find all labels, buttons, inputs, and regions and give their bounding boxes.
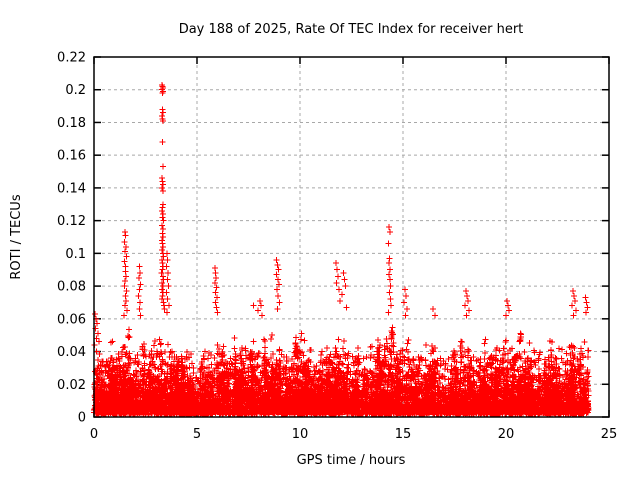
y-tick-label: 0.08 [57, 280, 86, 295]
y-tick-label: 0 [78, 411, 86, 426]
y-tick-label: 0.06 [57, 312, 86, 327]
data-points [91, 82, 592, 418]
y-tick-label: 0.1 [65, 247, 86, 262]
x-axis-label: GPS time / hours [297, 453, 406, 468]
y-axis-label: ROTI / TECUs [9, 194, 24, 279]
y-tick-label: 0.2 [65, 83, 86, 98]
x-tick-label: 5 [193, 427, 201, 442]
y-tick-label: 0.22 [57, 51, 86, 66]
x-tick-label: 0 [90, 427, 98, 442]
y-tick-label: 0.16 [57, 149, 86, 164]
plot-border [93, 56, 610, 418]
tick-labels: 0 0.02 0.04 0.06 0.08 0.1 0.12 0.14 0.16 0.18 0.2 0… [57, 51, 617, 443]
x-tick-label: 25 [601, 427, 618, 442]
x-tick-label: 15 [395, 427, 412, 442]
y-tick-label: 0.02 [57, 378, 86, 393]
x-tick-label: 20 [498, 427, 515, 442]
chart-title: Day 188 of 2025, Rate Of TEC Index for r… [179, 22, 524, 37]
y-tick-label: 0.04 [57, 345, 86, 360]
y-tick-label: 0.12 [57, 214, 86, 229]
scatter-markers [91, 82, 592, 418]
y-tick-label: 0.18 [57, 116, 86, 131]
y-tick-label: 0.14 [57, 181, 86, 196]
x-tick-label: 10 [292, 427, 309, 442]
